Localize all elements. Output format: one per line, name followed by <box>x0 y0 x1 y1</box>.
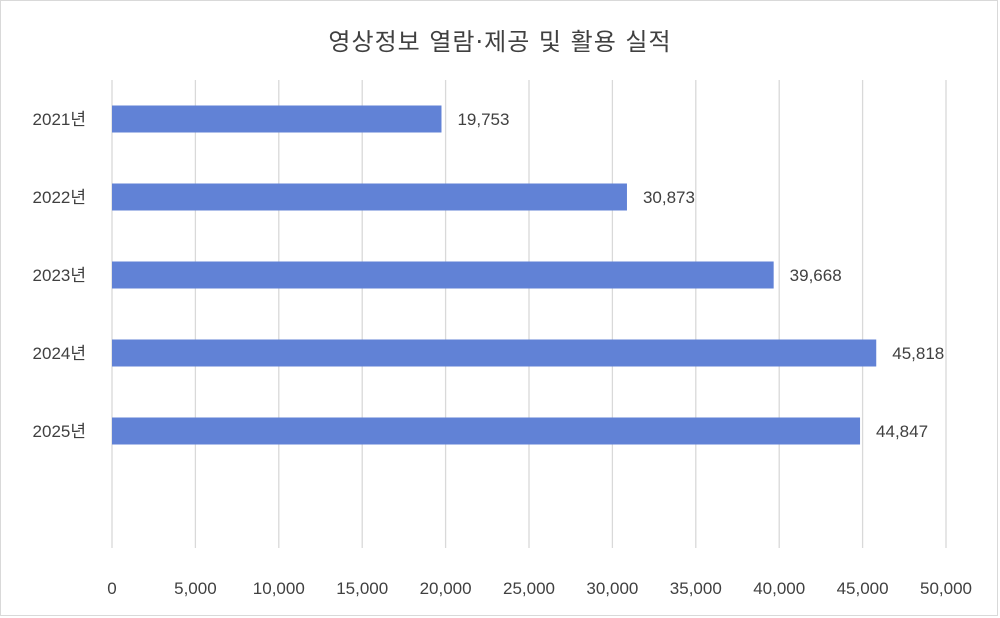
category-labels: 2021년 2022년 2023년 2024년 2025년 <box>33 110 86 441</box>
x-tick-label: 40,000 <box>753 579 805 598</box>
category-label: 2025년 <box>33 422 86 441</box>
x-tick-label: 35,000 <box>670 579 722 598</box>
x-tick-label: 0 <box>107 579 116 598</box>
category-label: 2022년 <box>33 188 86 207</box>
x-tick-label: 15,000 <box>336 579 388 598</box>
x-tick-label: 50,000 <box>920 579 972 598</box>
data-label: 39,668 <box>790 266 842 285</box>
x-tick-label: 5,000 <box>174 579 217 598</box>
bar <box>112 339 877 367</box>
x-tick-label: 25,000 <box>503 579 555 598</box>
x-tick-labels: 0 5,000 10,000 15,000 20,000 25,000 30,000 35,0… <box>107 579 972 598</box>
x-tick-label: 30,000 <box>586 579 638 598</box>
data-label: 19,753 <box>457 110 509 129</box>
x-tick-label: 45,000 <box>837 579 889 598</box>
x-tick-label: 20,000 <box>420 579 472 598</box>
grid-lines <box>111 80 947 548</box>
bars <box>112 105 877 445</box>
chart-title: 영상정보 열람·제공 및 활용 실적 <box>328 28 672 56</box>
bar <box>112 417 861 445</box>
data-label: 44,847 <box>876 422 928 441</box>
bar <box>112 261 774 289</box>
bar <box>112 183 627 211</box>
category-label: 2024년 <box>33 344 86 363</box>
data-label: 45,818 <box>892 344 944 363</box>
data-label: 30,873 <box>643 188 695 207</box>
value-labels: 19,753 30,873 39,668 45,818 44,847 <box>457 110 944 441</box>
category-label: 2021년 <box>33 110 86 129</box>
category-label: 2023년 <box>33 266 86 285</box>
x-tick-label: 10,000 <box>253 579 305 598</box>
bar <box>112 105 442 133</box>
